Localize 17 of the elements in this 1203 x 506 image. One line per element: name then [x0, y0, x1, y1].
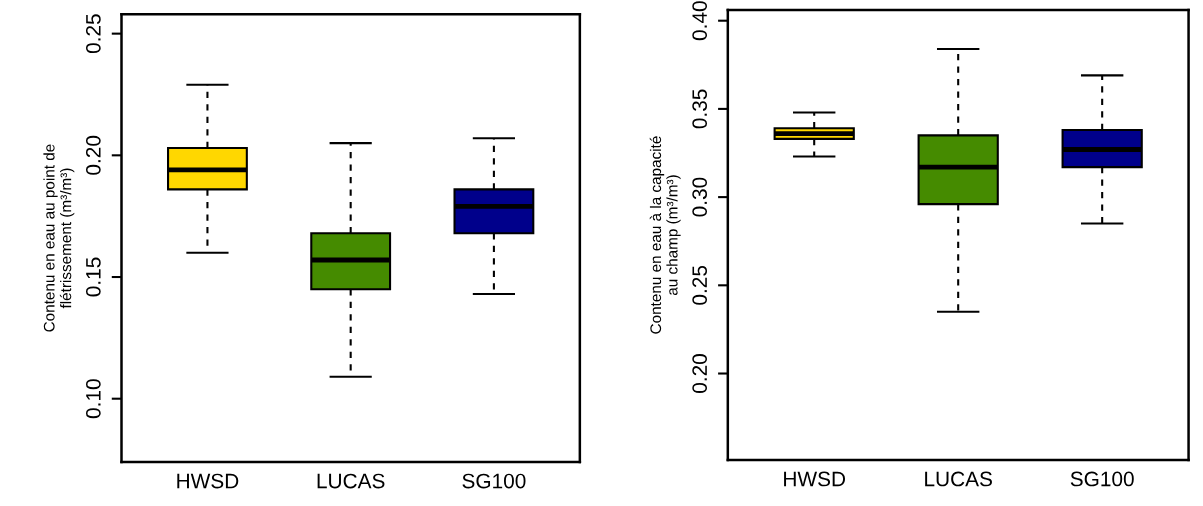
y-tick-label: 0.25 [692, 265, 708, 305]
y-tick-label: 0.15 [85, 257, 101, 297]
y-tick-label: 0.30 [692, 177, 708, 217]
y-tick-label: 0.25 [85, 14, 101, 54]
y-tick-label: 0.20 [85, 135, 101, 175]
x-tick-label: LUCAS [317, 473, 385, 489]
y-tick-label: 0.10 [85, 379, 101, 419]
x-tick-label: LUCAS [925, 471, 992, 487]
y-tick-label: 0.20 [692, 354, 708, 393]
x-tick-label: SG100 [1070, 471, 1134, 487]
x-tick-label: HWSD [177, 473, 239, 489]
y-tick-label: 0.40 [692, 1, 708, 41]
x-tick-label: HWSD [784, 471, 846, 487]
y-axis-title: Contenu en eau à la capacité au champ (m³/m³) [649, 136, 681, 334]
y-tick-label: 0.35 [692, 89, 708, 129]
y-axis-title: Contenu en eau au point de flétrissement (m³/m³) [43, 144, 75, 332]
x-tick-label: SG100 [462, 473, 526, 489]
